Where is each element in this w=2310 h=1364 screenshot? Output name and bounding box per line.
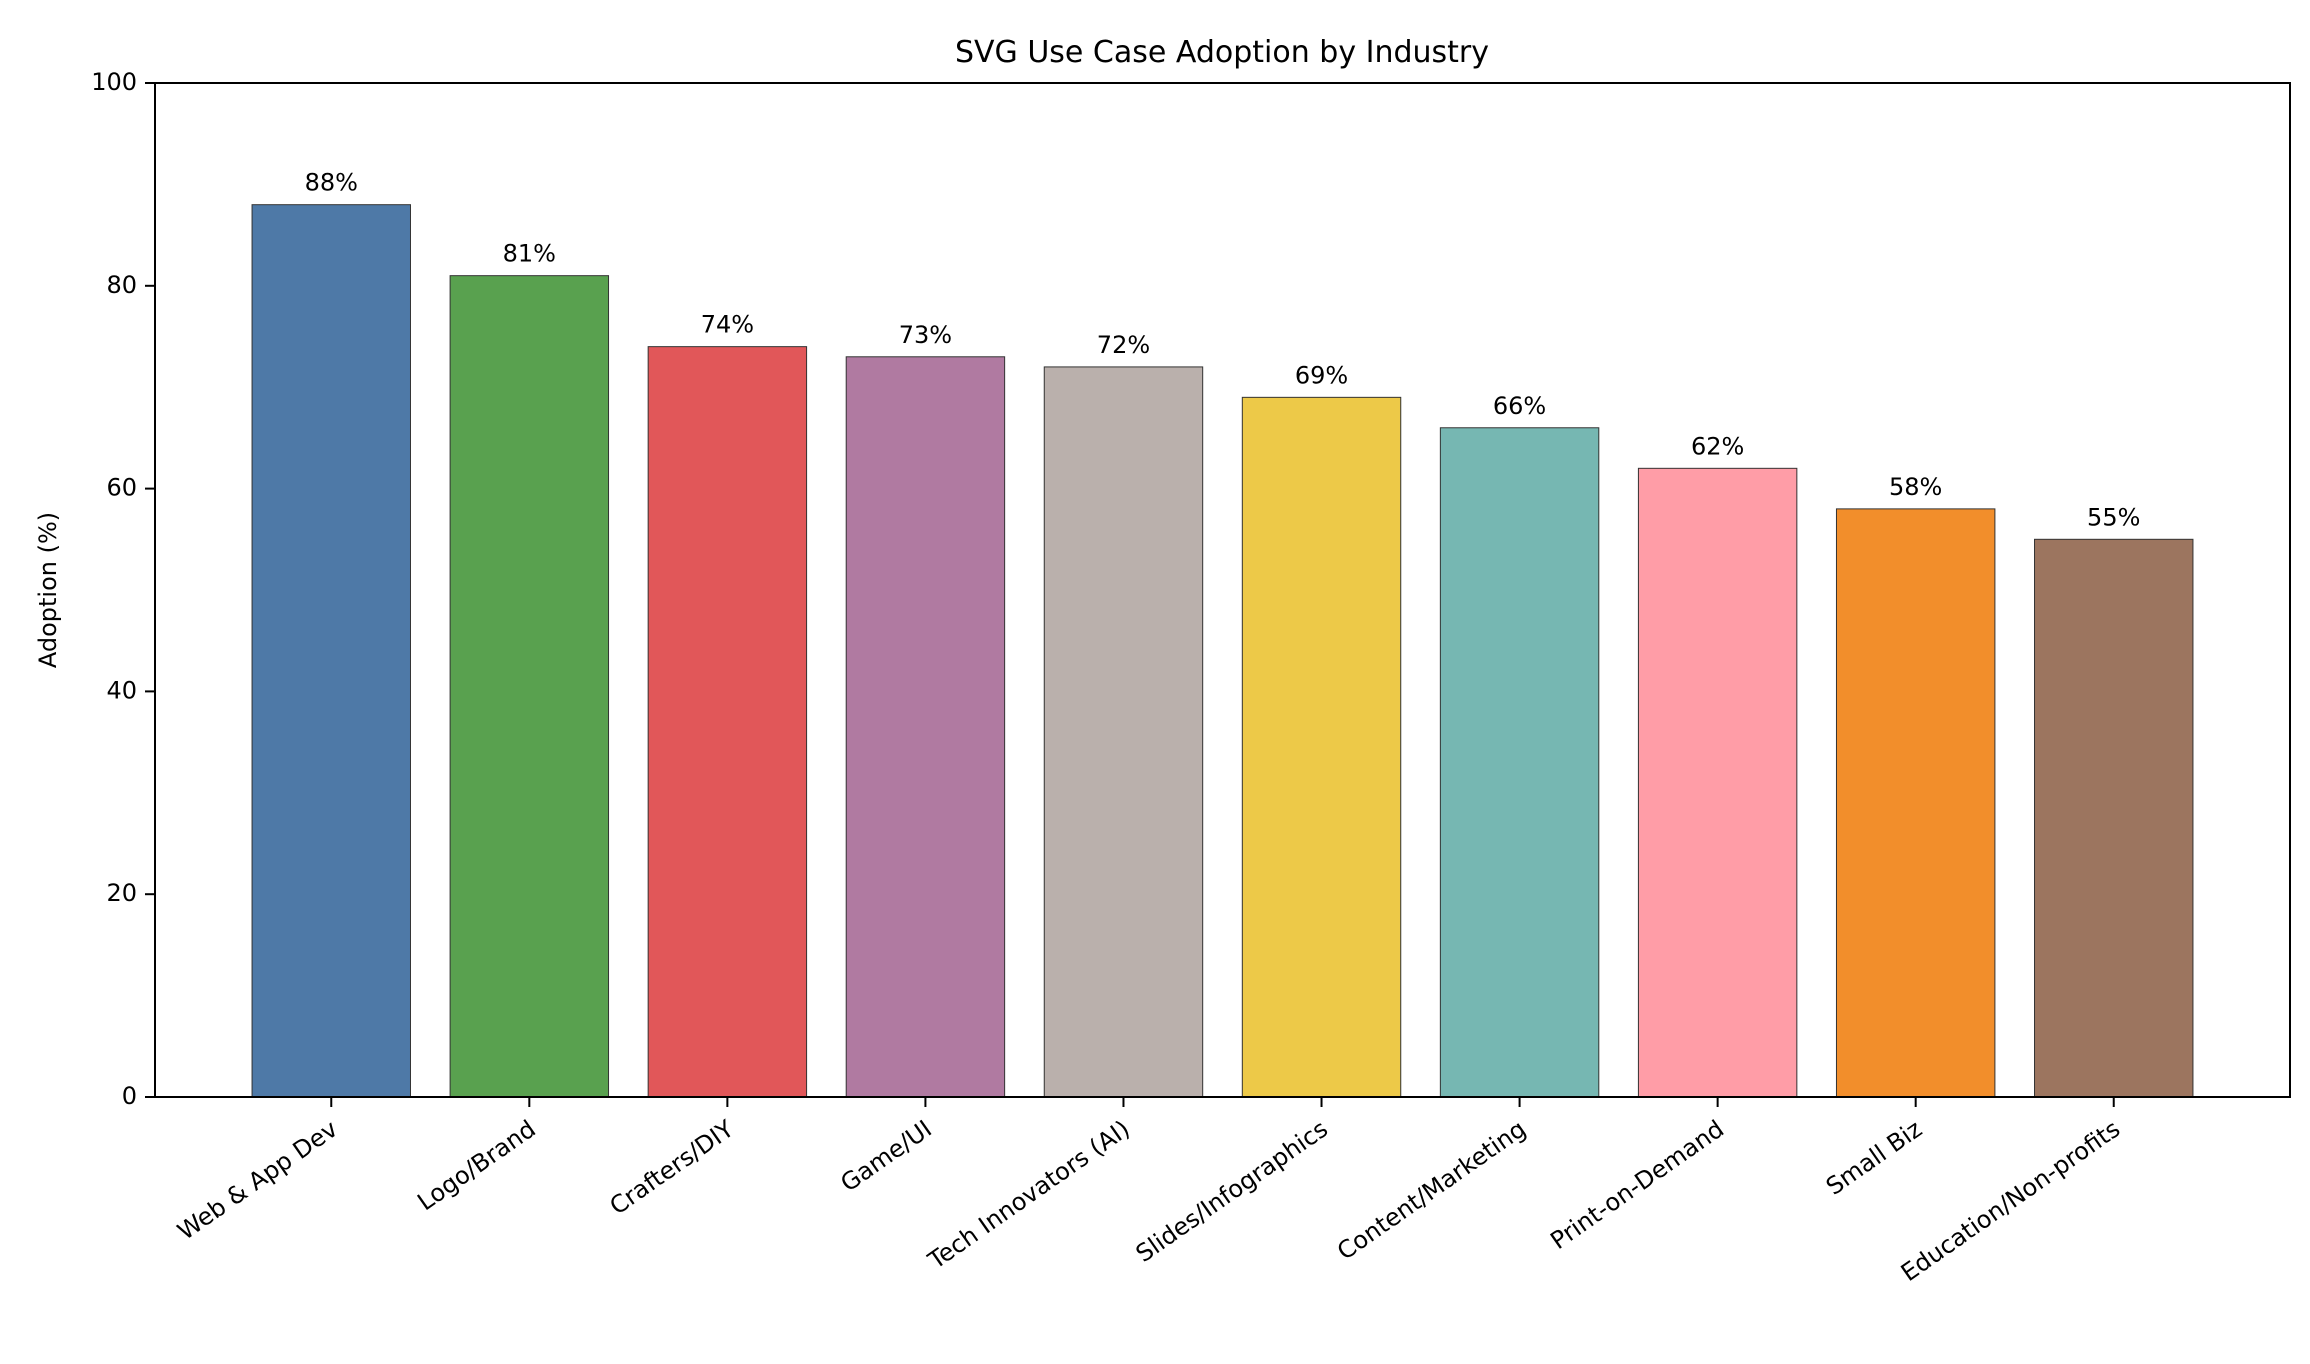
x-tick-label: Print-on-Demand (1545, 1115, 1729, 1255)
x-tick-label: Game/UI (835, 1115, 936, 1198)
y-tick-label: 60 (106, 474, 137, 502)
data-label: 66% (1493, 392, 1546, 420)
data-label: 73% (899, 321, 952, 349)
bar (1439, 427, 1600, 1098)
data-label: 88% (305, 169, 358, 197)
x-tick-label: Web & App Dev (172, 1115, 342, 1246)
data-label: 81% (503, 240, 556, 268)
x-tick-label: Slides/Infographics (1131, 1115, 1333, 1268)
data-label: 69% (1295, 361, 1348, 389)
y-tick-label: 40 (106, 676, 137, 704)
chart-title: SVG Use Case Adoption by Industry (955, 35, 1489, 70)
bar (1637, 467, 1798, 1098)
x-tick-label: Content/Marketing (1332, 1115, 1531, 1266)
bar (1835, 508, 1996, 1098)
bar (845, 356, 1006, 1098)
y-tick-label: 0 (122, 1082, 137, 1110)
data-label: 55% (2087, 503, 2140, 531)
bar (449, 275, 610, 1098)
x-tick-label: Tech Innovators (AI) (922, 1115, 1134, 1275)
data-label: 74% (701, 311, 754, 339)
bar (2034, 538, 2194, 1098)
x-tick-label: Education/Non-profits (1896, 1115, 2125, 1287)
y-tick-label: 20 (106, 879, 137, 907)
x-tick-label: Small Biz (1821, 1115, 1927, 1201)
bar (647, 346, 808, 1098)
y-tick-label: 100 (91, 68, 137, 96)
x-tick-label: Crafters/DIY (605, 1115, 739, 1221)
bar (1043, 366, 1204, 1098)
x-tick-label: Logo/Brand (412, 1115, 540, 1217)
plot-frame (154, 82, 2291, 1098)
y-tick-label: 80 (106, 271, 137, 299)
bar (1241, 396, 1402, 1098)
data-label: 58% (1889, 473, 1942, 501)
data-label: 62% (1691, 432, 1744, 460)
y-axis-label: Adoption (%) (34, 512, 62, 668)
bar (251, 204, 411, 1098)
data-label: 72% (1097, 331, 1150, 359)
